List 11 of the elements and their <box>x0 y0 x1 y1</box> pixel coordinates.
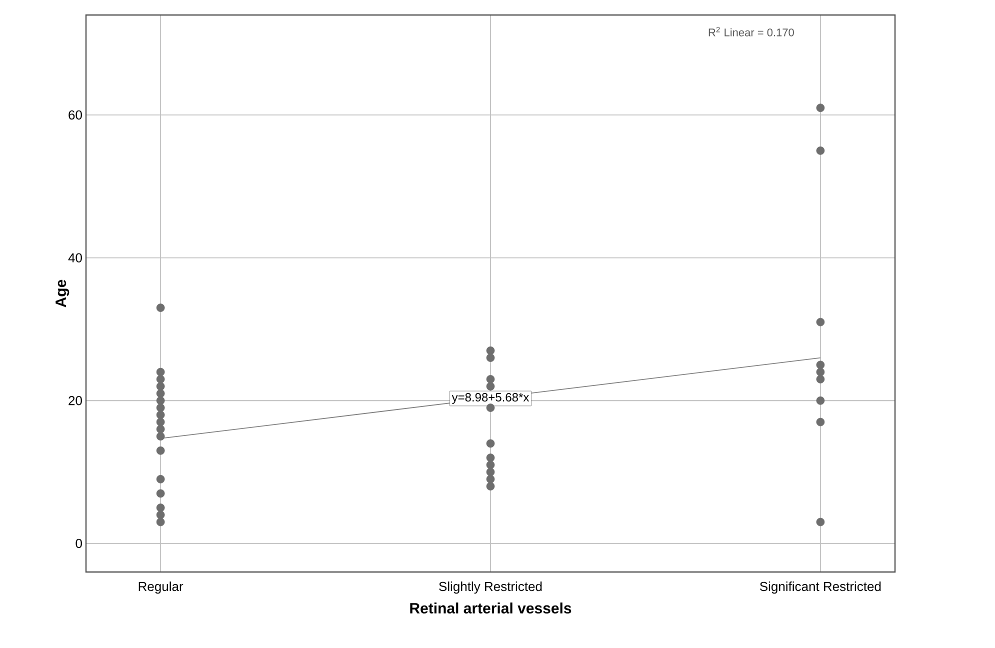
annotation: R$^{2}$ Linear = 0.170 <box>708 26 794 36</box>
x-tick-label: Slightly Restricted <box>439 582 542 594</box>
y-tick-label: 60 <box>68 110 82 120</box>
y-axis-title: Age <box>56 280 70 308</box>
x-tick-label: Regular <box>138 582 184 594</box>
x-tick-label: Significant Restricted <box>760 582 881 594</box>
annotation: y=8.98+5.68*x <box>452 393 530 404</box>
x-axis-title: Retinal arterial vessels <box>410 602 572 614</box>
y-tick-label: 20 <box>68 396 82 406</box>
y-tick-label: 40 <box>68 253 82 262</box>
y-tick-label: 0 <box>76 538 82 548</box>
